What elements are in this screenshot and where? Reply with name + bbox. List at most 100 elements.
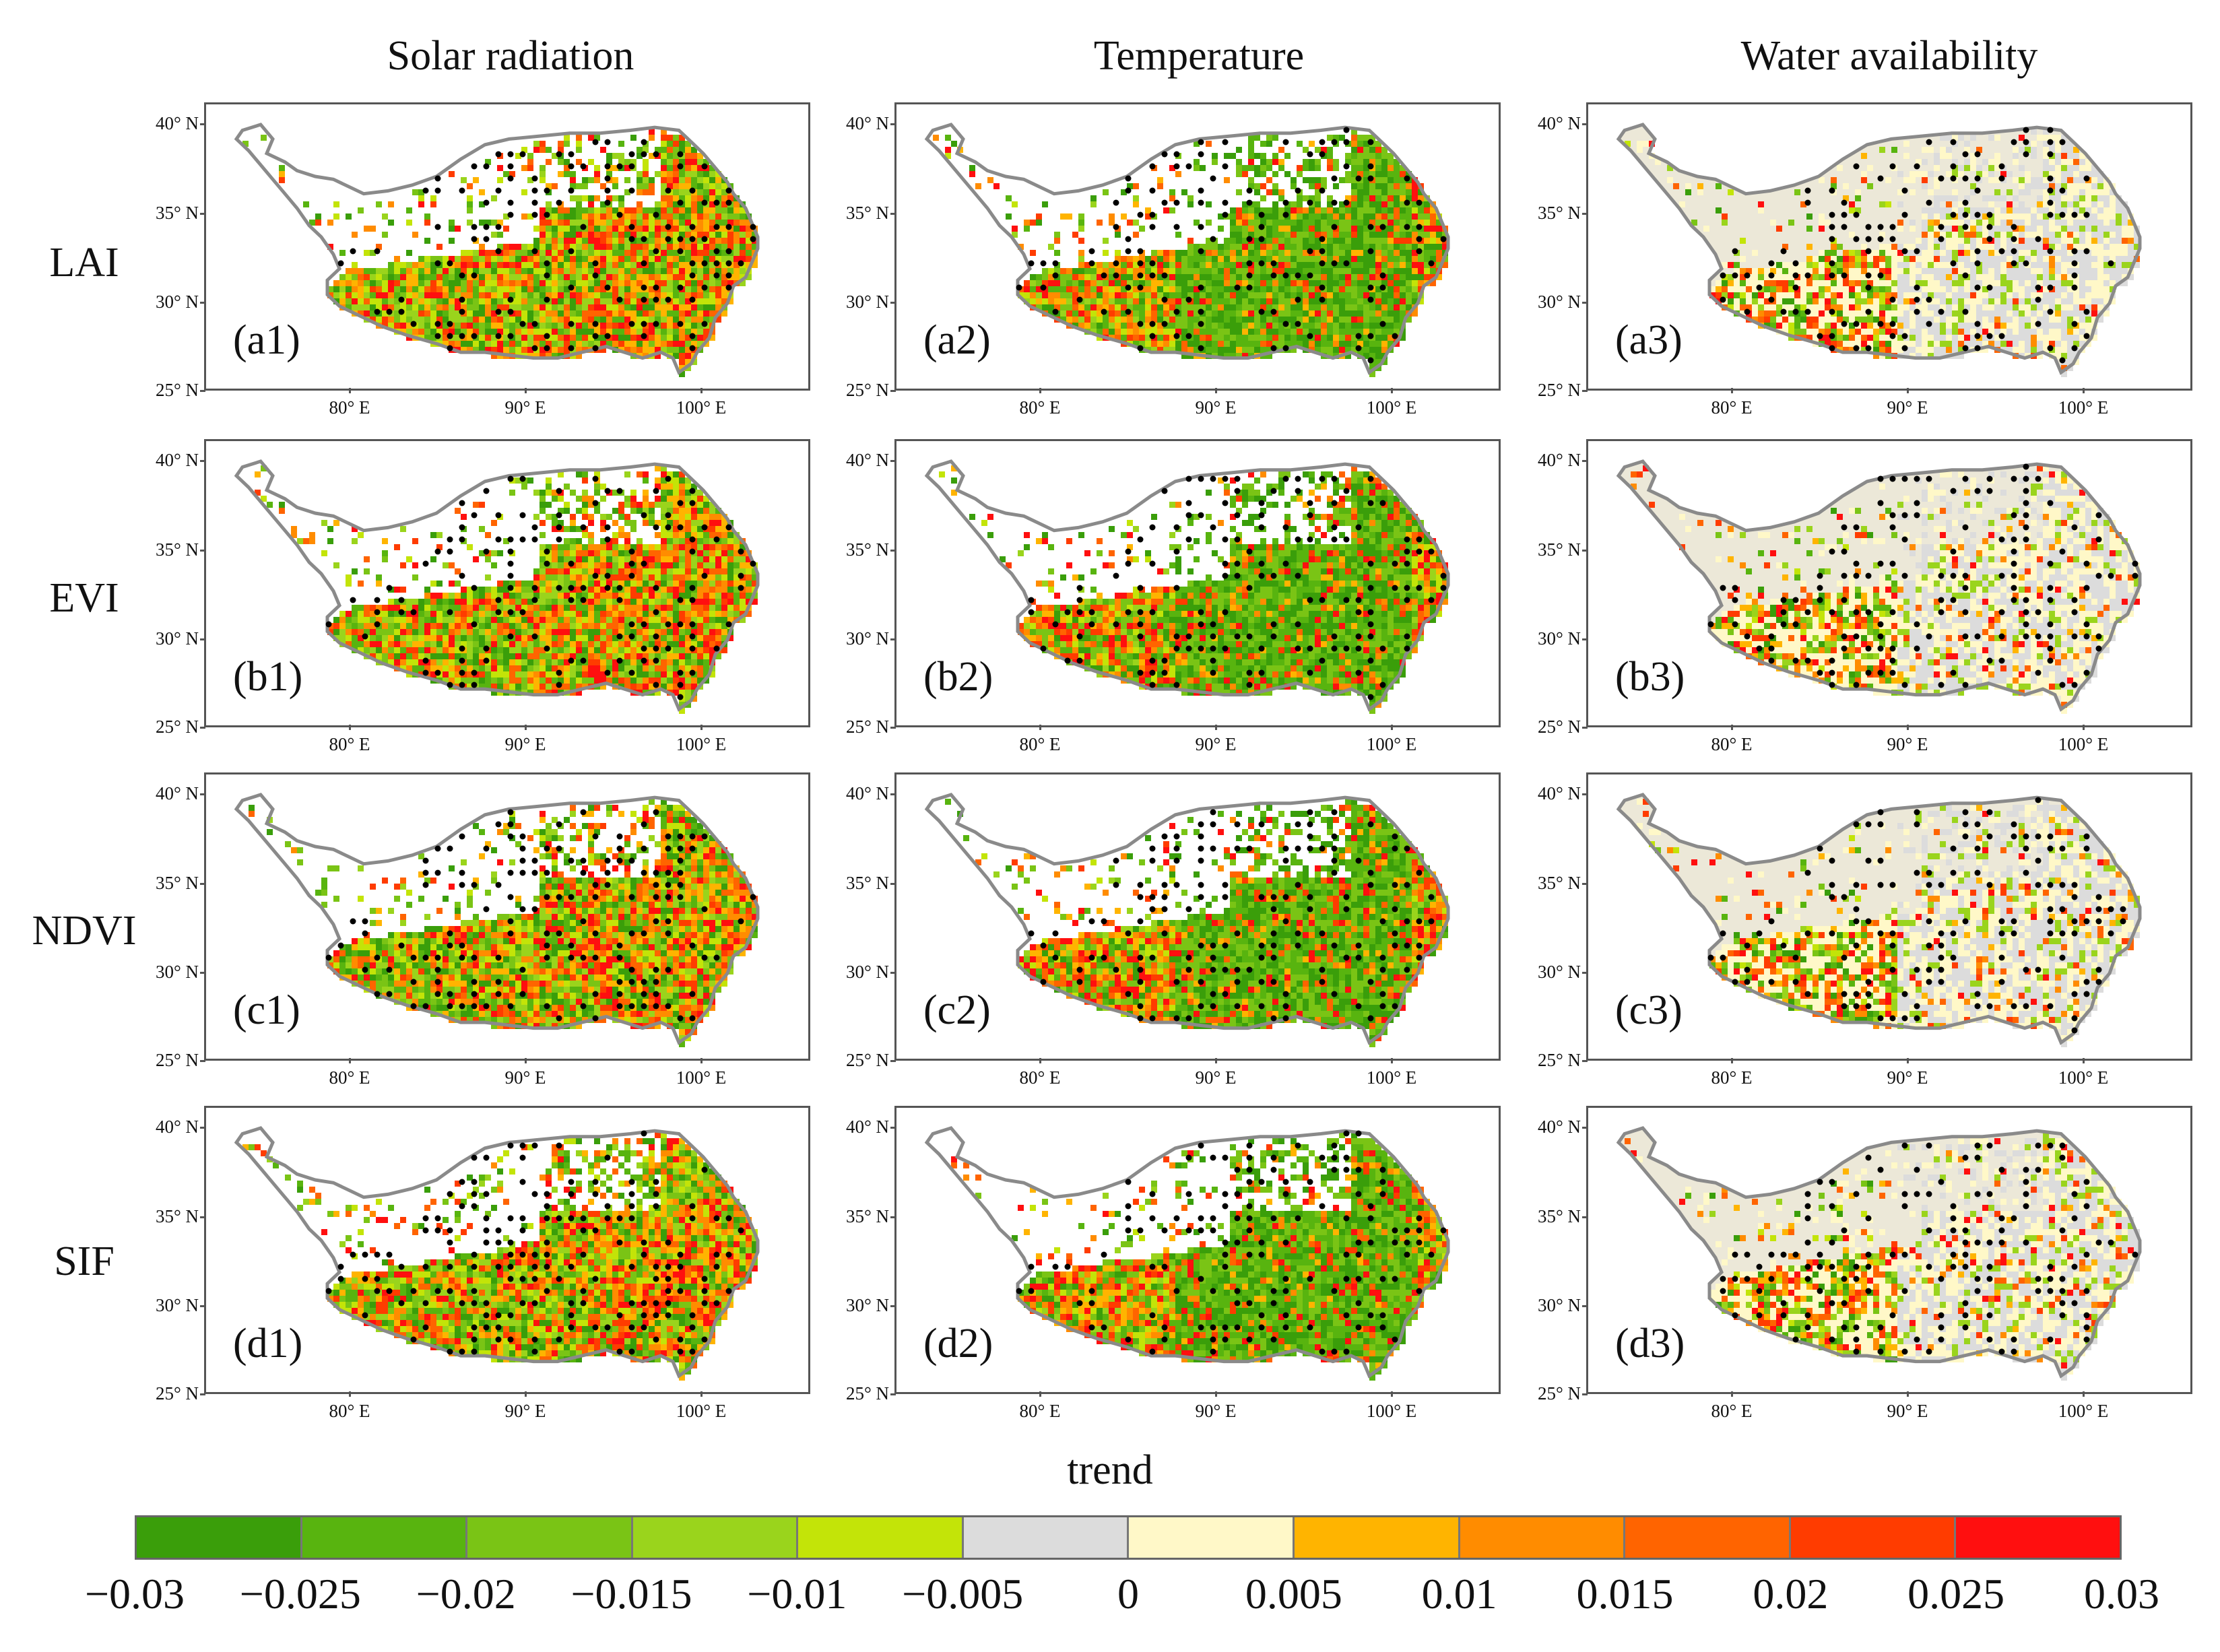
colorbar-tick-label: −0.005 <box>882 1569 1043 1619</box>
colorbar-segment <box>1460 1517 1626 1558</box>
lon-tick-label: 80° E <box>1000 1067 1080 1088</box>
lat-tick-label: 25° N <box>125 717 199 737</box>
lon-tick-mark <box>525 1058 527 1063</box>
lat-tick-label: 35° N <box>125 873 199 894</box>
lat-tick-label: 30° N <box>815 628 889 649</box>
colorbar-tick-label: 0 <box>1047 1569 1209 1619</box>
map-panel-d1: (d1) <box>204 1106 810 1394</box>
lon-tick-mark <box>1215 388 1217 393</box>
lon-tick-label: 100° E <box>661 1401 742 1422</box>
lat-tick-label: 40° N <box>815 1117 889 1137</box>
panel-label: (a1) <box>233 317 300 364</box>
lat-tick-mark <box>200 882 205 885</box>
colorbar-tick-label: −0.02 <box>385 1569 547 1619</box>
column-title-temperature: Temperature <box>862 32 1536 80</box>
lat-tick-label: 30° N <box>1507 628 1581 649</box>
lon-tick-mark <box>349 1058 351 1063</box>
lat-tick-mark <box>890 460 896 463</box>
lat-tick-label: 25° N <box>125 1383 199 1404</box>
significance-dots <box>1720 1142 2139 1355</box>
lon-tick-label: 90° E <box>485 734 566 755</box>
lon-tick-label: 80° E <box>1000 734 1080 755</box>
lat-tick-label: 35° N <box>1507 873 1581 894</box>
lat-tick-label: 40° N <box>815 113 889 134</box>
lon-tick-label: 80° E <box>1691 1067 1772 1088</box>
lon-tick-label: 90° E <box>485 1067 566 1088</box>
lat-tick-mark <box>200 390 205 392</box>
panel-label: (c2) <box>923 987 991 1034</box>
colorbar <box>135 1515 2122 1560</box>
lat-tick-mark <box>890 1305 896 1308</box>
lon-tick-label: 100° E <box>2043 734 2124 755</box>
colorbar-segment <box>1129 1517 1295 1558</box>
map-panel-c2: (c2) <box>894 772 1501 1061</box>
lat-tick-mark <box>200 123 205 126</box>
colorbar-tick-label: 0.025 <box>1875 1569 2037 1619</box>
lat-tick-mark <box>200 549 205 552</box>
lat-tick-mark <box>200 212 205 215</box>
plateau-map <box>924 123 1450 377</box>
lat-tick-mark <box>200 1305 205 1308</box>
significance-dots <box>1720 127 2114 364</box>
map-panel-b3: (b3) <box>1586 439 2192 727</box>
lat-tick-mark <box>890 1216 896 1218</box>
lon-tick-label: 100° E <box>2043 1067 2124 1088</box>
plateau-map <box>234 123 760 377</box>
significance-dots <box>1707 797 2126 1034</box>
trend-pixels <box>951 1132 1448 1381</box>
lat-tick-label: 40° N <box>125 1117 199 1137</box>
plateau-map <box>924 459 1450 714</box>
panel-label: (b3) <box>1615 653 1685 701</box>
lon-tick-label: 90° E <box>485 397 566 418</box>
lon-tick-label: 80° E <box>1691 1401 1772 1422</box>
map-panel-c3: (c3) <box>1586 772 2192 1061</box>
lon-tick-mark <box>700 1058 703 1063</box>
row-label-lai: LAI <box>0 239 168 287</box>
colorbar-segment <box>1295 1517 1460 1558</box>
lon-tick-label: 80° E <box>309 397 390 418</box>
lon-tick-label: 90° E <box>1867 397 1948 418</box>
plateau-outline <box>1616 123 2142 375</box>
lat-tick-label: 35° N <box>815 1206 889 1227</box>
lat-tick-mark <box>890 1060 896 1062</box>
colorbar-tick-label: 0.01 <box>1379 1569 1540 1619</box>
lat-tick-label: 25° N <box>125 380 199 401</box>
lat-tick-label: 40° N <box>1507 113 1581 134</box>
significance-dots <box>325 475 756 700</box>
significance-dots <box>325 809 756 1022</box>
panel-label: (c3) <box>1615 987 1683 1034</box>
lat-tick-label: 40° N <box>815 450 889 471</box>
lat-tick-label: 35° N <box>815 203 889 224</box>
colorbar-tick-label: −0.01 <box>716 1569 878 1619</box>
plateau-map <box>1616 1126 2142 1381</box>
lat-tick-label: 35° N <box>125 539 199 560</box>
lat-tick-mark <box>1582 1305 1588 1308</box>
lon-tick-label: 100° E <box>1351 1067 1432 1088</box>
row-label-sif: SIF <box>0 1238 168 1286</box>
lat-tick-mark <box>1582 1216 1588 1218</box>
colorbar-segment <box>963 1517 1130 1558</box>
panel-label: (c1) <box>233 987 300 1034</box>
lat-tick-label: 30° N <box>1507 292 1581 312</box>
lon-tick-mark <box>1391 388 1393 393</box>
lat-tick-label: 40° N <box>1507 1117 1581 1137</box>
lon-tick-mark <box>525 1391 527 1397</box>
colorbar-tick-label: −0.015 <box>551 1569 713 1619</box>
lon-tick-label: 90° E <box>1175 1401 1256 1422</box>
colorbar-tick-label: 0.03 <box>2041 1569 2202 1619</box>
lon-tick-mark <box>1907 1391 1909 1397</box>
significance-dots <box>337 139 756 352</box>
lat-tick-label: 30° N <box>125 962 199 983</box>
lat-tick-mark <box>890 793 896 796</box>
panel-label: (d2) <box>923 1320 993 1368</box>
map-panel-b2: (b2) <box>894 439 1501 727</box>
lat-tick-mark <box>1582 793 1588 796</box>
lon-tick-mark <box>349 388 351 393</box>
column-title-solar-radiation: Solar radiation <box>174 32 847 80</box>
lat-tick-mark <box>890 302 896 304</box>
plateau-map <box>234 793 760 1047</box>
lat-tick-label: 25° N <box>1507 1383 1581 1404</box>
lat-tick-mark <box>200 793 205 796</box>
colorbar-segment <box>1956 1517 2120 1558</box>
lon-tick-mark <box>1039 1058 1041 1063</box>
